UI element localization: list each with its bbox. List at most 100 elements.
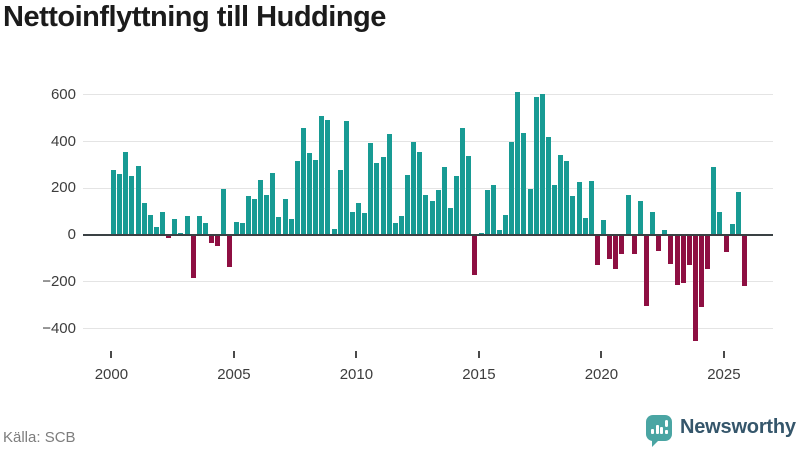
gridline--200 (83, 281, 773, 283)
bar-2022Q1 (650, 212, 655, 235)
bar-2002Q1 (160, 212, 165, 235)
bar-2004Q3 (221, 188, 227, 235)
x-axis-tick-2005 (232, 351, 235, 358)
bar-2010Q1 (356, 202, 361, 235)
bar-2001Q3 (147, 214, 153, 235)
bar-2011Q2 (386, 133, 392, 235)
bar-2007Q2 (288, 219, 294, 235)
bar-2022Q3 (662, 229, 668, 235)
bar-2001Q4 (153, 227, 159, 235)
bar-2015Q2 (484, 190, 490, 235)
bar-2014Q1 (454, 176, 459, 235)
bar-2014Q4 (472, 235, 478, 276)
bar-2019Q4 (594, 235, 600, 265)
bar-2007Q1 (282, 199, 288, 235)
bar-2005Q1 (233, 221, 239, 235)
y-axis-label-0: 0 (67, 226, 76, 243)
bar-2025Q1 (723, 235, 729, 252)
bar-2025Q4 (741, 235, 747, 286)
bar-2003Q1 (184, 215, 190, 235)
bar-2004Q2 (215, 235, 221, 247)
speech-bubble-tail (652, 439, 660, 447)
bar-2013Q3 (441, 166, 447, 235)
bar-2009Q4 (349, 212, 355, 235)
bar-2015Q3 (490, 185, 496, 235)
gridline-400 (83, 141, 773, 142)
bar-2010Q4 (374, 163, 380, 235)
bar-2005Q2 (239, 222, 245, 235)
source-note: Källa: SCB (3, 429, 76, 446)
bar-2014Q2 (460, 128, 466, 235)
x-axis-tick-2015 (477, 351, 480, 358)
bar-2007Q4 (300, 128, 306, 235)
x-axis-label-2015: 2015 (462, 366, 496, 383)
x-axis-tick-2000 (110, 351, 113, 358)
y-axis-label--200: −200 (42, 272, 76, 290)
bar-2018Q2 (558, 155, 564, 235)
bar-2003Q2 (190, 235, 196, 278)
bar-2018Q3 (564, 160, 570, 235)
bar-2009Q1 (331, 228, 337, 235)
bar-2023Q3 (686, 235, 692, 265)
bar-2018Q4 (570, 195, 576, 235)
bar-2017Q2 (533, 96, 539, 235)
bar-2008Q1 (307, 152, 312, 235)
bar-2020Q4 (619, 235, 625, 255)
bar-2013Q2 (435, 190, 441, 235)
newsworthy-logo[interactable]: Newsworthy (644, 413, 796, 447)
bar-2006Q1 (258, 179, 263, 235)
bar-2003Q4 (202, 222, 208, 235)
bar-2011Q3 (392, 222, 398, 235)
y-axis-label-200: 200 (50, 179, 76, 197)
bar-2012Q3 (417, 151, 423, 235)
bar-2012Q2 (411, 142, 417, 235)
x-axis-tick-2020 (600, 351, 603, 358)
bar-2019Q1 (576, 181, 582, 235)
x-axis-label-2005: 2005 (217, 366, 251, 383)
bar-2023Q2 (680, 235, 686, 284)
bar-2021Q2 (631, 235, 637, 255)
bar-2008Q3 (319, 116, 325, 235)
bar-2011Q1 (380, 157, 386, 235)
x-axis-tick-2025 (722, 351, 725, 358)
y-axis-label--400: −400 (42, 319, 76, 337)
bar-2021Q1 (625, 194, 631, 235)
x-axis-label-2025: 2025 (707, 366, 741, 383)
bar-2022Q4 (668, 235, 674, 264)
bar-2007Q3 (294, 160, 300, 235)
bar-2005Q4 (251, 199, 257, 235)
bar-2000Q4 (129, 176, 135, 235)
x-axis-tick-2010 (355, 351, 358, 358)
bar-2003Q3 (196, 215, 202, 235)
bar-2015Q4 (496, 229, 502, 235)
gridline--400 (83, 328, 773, 329)
bar-2017Q3 (539, 94, 545, 235)
bar-2006Q3 (270, 172, 276, 235)
y-axis-label-400: 400 (50, 132, 76, 150)
x-axis-label-2000: 2000 (94, 366, 129, 383)
newsworthy-wordmark: Newsworthy (680, 416, 796, 438)
bar-2010Q2 (362, 213, 368, 235)
bar-2024Q4 (717, 212, 723, 235)
bar-2016Q1 (503, 214, 508, 235)
bar-2002Q3 (172, 219, 178, 235)
x-axis-label-2010: 2010 (339, 366, 374, 383)
bar-2012Q1 (405, 174, 410, 235)
bar-2019Q3 (588, 180, 594, 235)
chart-title: Nettoinflyttning till Huddinge (3, 1, 386, 33)
bar-2000Q1 (111, 170, 116, 235)
bar-2008Q2 (313, 159, 319, 235)
bar-2002Q2 (166, 235, 172, 238)
bar-2024Q2 (705, 235, 711, 270)
bar-2017Q4 (545, 137, 551, 235)
bar-2010Q3 (368, 143, 374, 235)
bar-2016Q4 (521, 132, 527, 235)
zero-axis-line (83, 233, 773, 236)
bar-2023Q1 (674, 235, 680, 285)
bar-2013Q1 (429, 200, 435, 235)
bar-2004Q4 (227, 235, 233, 268)
bar-2009Q2 (337, 170, 343, 235)
x-axis-label-2020: 2020 (584, 366, 619, 383)
gridline-200 (83, 187, 773, 189)
